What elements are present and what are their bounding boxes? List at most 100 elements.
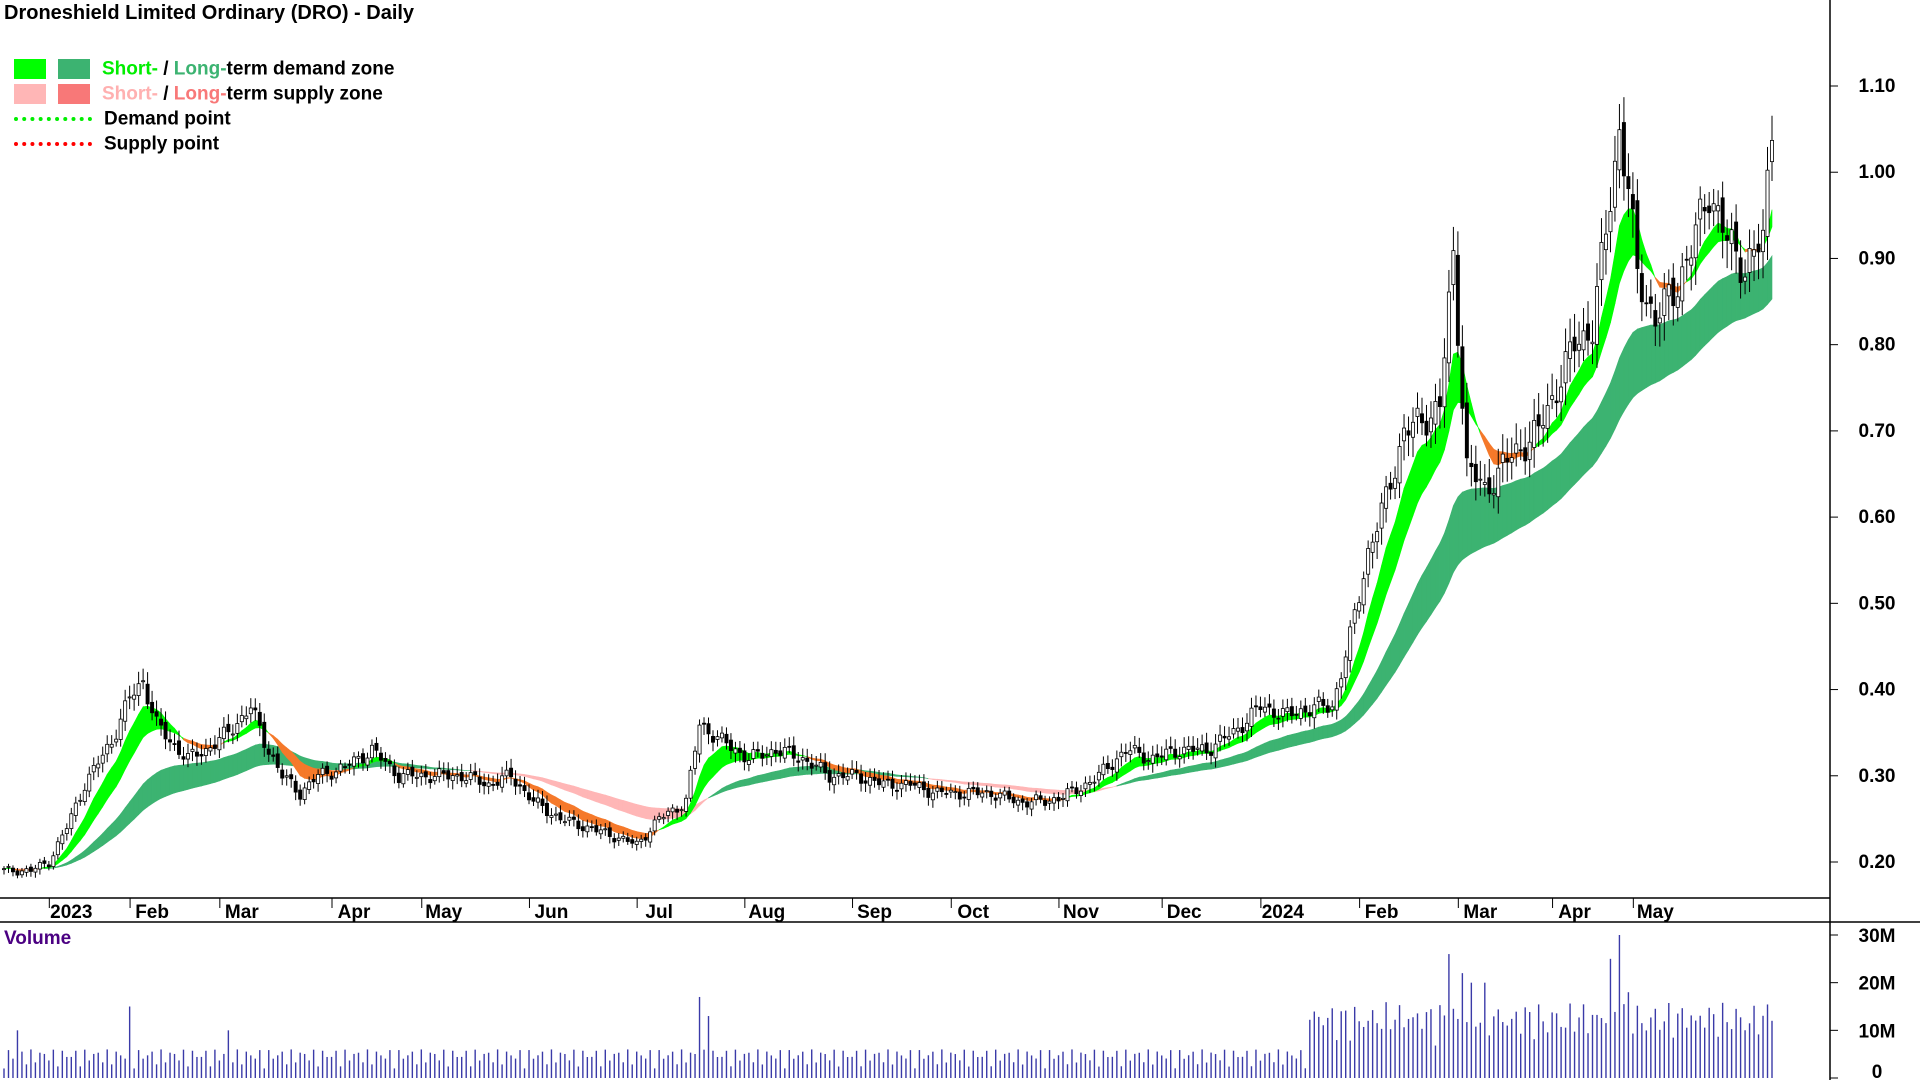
long-term-band-segment	[628, 802, 632, 815]
volume-axis: 010M20M30M	[1830, 926, 1895, 1080]
candle-body	[1420, 414, 1423, 423]
candle-body	[1479, 479, 1482, 480]
candle-body	[1429, 418, 1432, 432]
long-term-band-segment	[210, 761, 214, 784]
candle-body	[1402, 428, 1405, 441]
long-term-band-segment	[1521, 478, 1525, 527]
candle-body	[626, 838, 629, 842]
short-term-band-segment	[1130, 758, 1134, 771]
candle-body	[1631, 194, 1634, 208]
candle-body	[1313, 705, 1316, 718]
candle-body	[1160, 756, 1163, 757]
candle-body	[747, 761, 750, 765]
candle-body	[442, 771, 445, 774]
candle-body	[1304, 706, 1307, 712]
long-term-band-segment	[767, 772, 771, 781]
long-term-band-segment	[242, 749, 246, 772]
short-term-band-segment	[1409, 464, 1413, 528]
long-term-band-segment	[1260, 743, 1264, 756]
candle-body	[1443, 358, 1446, 407]
long-term-band-segment	[1588, 418, 1592, 470]
candle-body	[1586, 324, 1589, 340]
candle-body	[159, 719, 162, 725]
short-term-band-segment	[803, 755, 807, 756]
long-term-band-segment	[1413, 584, 1417, 642]
candle-body	[92, 765, 95, 771]
short-term-band-segment	[1471, 403, 1475, 424]
candle-body	[249, 708, 252, 714]
price-tick-label: 0.60	[1859, 507, 1896, 528]
long-term-band-segment	[915, 777, 919, 778]
candle-body	[846, 776, 849, 780]
short-term-band-segment	[592, 815, 596, 825]
candle-body	[1299, 709, 1302, 719]
long-term-band-segment	[1759, 268, 1763, 312]
candle-body	[1133, 745, 1136, 748]
candle-body	[240, 716, 243, 722]
short-term-band-segment	[583, 811, 587, 821]
candle-body	[1075, 788, 1078, 794]
long-term-band-segment	[417, 765, 421, 768]
candle-body	[640, 839, 643, 841]
long-term-band-segment	[982, 783, 986, 786]
long-term-band-segment	[1471, 489, 1475, 554]
candle-body	[1102, 764, 1105, 774]
short-term-band-segment	[493, 779, 497, 783]
candle-body	[631, 840, 634, 844]
short-term-band-segment	[1489, 443, 1493, 464]
candle-body	[1461, 347, 1464, 409]
candle-body	[586, 826, 589, 832]
candle-body	[595, 826, 598, 832]
long-term-band-segment	[587, 790, 591, 800]
candle-body	[554, 814, 557, 815]
candle-body	[505, 770, 508, 776]
long-term-band-segment	[1548, 461, 1552, 510]
candle-body	[792, 746, 795, 758]
long-term-band-segment	[251, 745, 255, 769]
long-term-band-segment	[700, 800, 704, 806]
long-term-band-segment	[1130, 779, 1134, 783]
candle-body	[388, 761, 391, 764]
time-tick-label: Mar	[1463, 902, 1497, 923]
candle-body	[1290, 707, 1293, 716]
long-term-band-segment	[803, 766, 807, 774]
long-term-band-segment	[1139, 776, 1143, 780]
candle-body	[1268, 704, 1271, 707]
long-term-band-segment	[1153, 774, 1157, 779]
short-term-band-segment	[175, 728, 179, 735]
candle-body	[1551, 396, 1554, 400]
candle-body	[379, 753, 382, 760]
long-term-band-segment	[632, 803, 636, 816]
short-term-band-segment	[1220, 745, 1224, 751]
long-term-band-segment	[1750, 271, 1754, 316]
short-term-band-segment	[1373, 583, 1377, 635]
short-term-band-segment	[1027, 797, 1031, 801]
short-term-band-segment	[1018, 795, 1022, 799]
candle-body	[258, 712, 261, 725]
short-supply-swatch	[14, 84, 46, 104]
candle-body	[671, 808, 674, 812]
long-term-band-segment	[1323, 725, 1327, 738]
short-term-band-segment	[305, 764, 309, 779]
candle-body	[509, 768, 512, 776]
long-term-band-segment	[1005, 785, 1009, 788]
candle-body	[1088, 782, 1091, 784]
long-term-band-segment	[731, 782, 735, 789]
short-term-band-segment	[1103, 777, 1107, 786]
long-term-band-segment	[1395, 624, 1399, 672]
long-term-band-segment	[493, 773, 497, 775]
short-term-band-segment	[1422, 443, 1426, 493]
long-term-band-segment	[1539, 468, 1543, 516]
long-term-band-segment	[650, 807, 654, 819]
long-term-band-segment	[901, 775, 905, 776]
long-term-band-segment	[1404, 604, 1408, 657]
candle-body	[478, 777, 481, 784]
candle-body	[272, 755, 275, 756]
long-term-band-segment	[1009, 785, 1013, 789]
candle-body	[1210, 752, 1213, 755]
long-term-band-segment	[1108, 787, 1112, 788]
candle-body	[1066, 789, 1069, 801]
long-term-band-segment	[1467, 489, 1471, 556]
short-term-band-segment	[399, 765, 403, 768]
long-term-band-segment	[1763, 263, 1767, 309]
